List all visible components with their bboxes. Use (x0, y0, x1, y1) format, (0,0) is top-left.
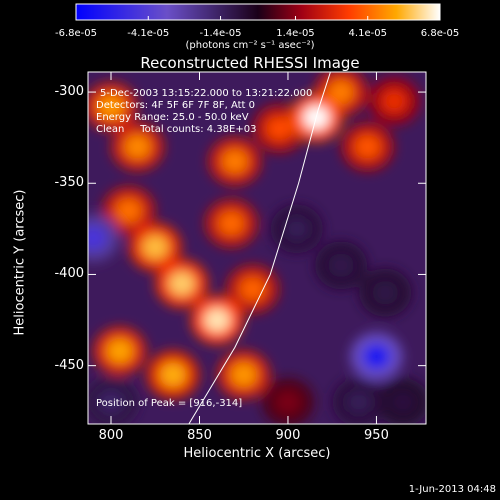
x-tick-label: 950 (364, 428, 389, 443)
x-tick-label: 900 (275, 428, 301, 443)
y-tick-label: -400 (54, 266, 84, 282)
annotation-time: 5-Dec-2003 13:15:22.000 to 13:21:22.000 (100, 88, 313, 99)
source-core (354, 134, 381, 159)
colorbar-tick-label: -6.8e-05 (55, 28, 97, 39)
source-core (142, 235, 169, 260)
source-core (98, 390, 125, 415)
source-core (218, 211, 245, 236)
source-core (124, 134, 151, 159)
source-core (88, 225, 107, 250)
source-core (266, 116, 293, 141)
x-axis-label: Heliocentric X (arcsec) (183, 446, 331, 461)
y-tick-label: -300 (54, 84, 84, 100)
y-tick-label: -450 (54, 357, 84, 373)
source-core (115, 198, 142, 223)
source-core (204, 308, 231, 333)
source-core (363, 344, 390, 369)
colorbar-unit-label: (photons cm⁻² s⁻¹ asec⁻²) (185, 40, 315, 51)
source-core (159, 362, 186, 387)
colorbar-tick-label: -1.4e-05 (199, 28, 242, 39)
colorbar-tick-label: 1.4e-05 (276, 28, 315, 39)
source-core (98, 94, 125, 119)
y-tick-label: -350 (54, 175, 84, 191)
source-core (345, 390, 372, 415)
annotation-clean: Clean Total counts: 4.38E+03 (96, 124, 257, 135)
source-core (328, 253, 355, 278)
annotation-peak: Position of Peak = [916,-314] (96, 398, 243, 409)
source-core (168, 271, 195, 296)
source-core (283, 216, 310, 241)
source-core (221, 149, 248, 174)
y-axis-label: Heliocentric Y (arcsec) (12, 189, 28, 336)
colorbar-ticks (75, 16, 441, 20)
colorbar (75, 3, 441, 21)
plot-frame (87, 71, 427, 425)
source-core (381, 89, 408, 114)
colorbar-tick-label: 6.8e-05 (420, 28, 460, 39)
colorbar-tick-label: 4.1e-05 (348, 28, 387, 39)
source-core (274, 390, 301, 415)
chart-title: Reconstructed RHESSI Image (140, 54, 360, 72)
source-core (328, 80, 355, 105)
source-core (230, 362, 257, 387)
solar-limb-curve (188, 72, 331, 424)
axis-ticks (88, 72, 426, 424)
source-core (389, 390, 416, 415)
source-core (372, 280, 399, 305)
annotation-energy: Energy Range: 25.0 - 50.0 keV (96, 112, 249, 123)
x-tick-label: 800 (98, 428, 124, 443)
source-core (239, 277, 266, 302)
x-tick-label: 850 (187, 428, 212, 443)
source-core (106, 339, 133, 364)
colorbar-gradient (75, 3, 441, 21)
colorbar-tick-label: -4.1e-05 (127, 28, 170, 39)
footer-timestamp: 1-Jun-2013 04:48 (408, 484, 496, 495)
annotation-detectors: Detectors: 4F 5F 6F 7F 8F, Att 0 (96, 100, 256, 111)
